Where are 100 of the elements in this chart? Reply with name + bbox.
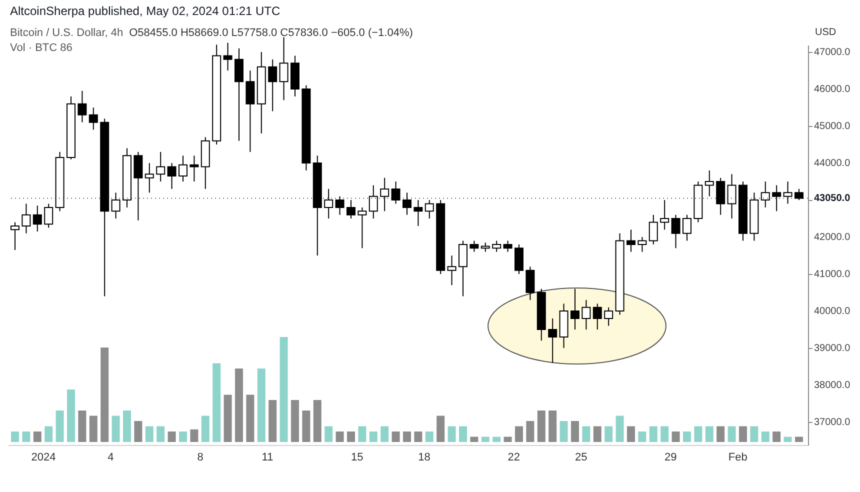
candlestick [660,200,670,230]
bar [682,432,691,442]
x-tick-label: 25 [574,452,588,464]
bar [504,436,512,442]
candlestick [32,205,42,232]
candlestick [638,236,647,252]
y-tick-label: 40000.0 [814,306,851,318]
candlestick [402,192,412,216]
annotation: Vol · BTC 86 [10,42,72,54]
candlestick [368,184,378,220]
bar [156,426,165,442]
bar [78,410,86,442]
x-tick-label: 18 [418,452,430,464]
bar [638,432,646,442]
candlestick [570,288,580,330]
text: O58455.0 H58669.0 L57758.0 C57836.0 −605.0 (−1.04%) [129,27,413,39]
bar [358,426,366,442]
candlestick [447,255,456,286]
candlestick [167,162,176,190]
bar [604,426,613,442]
x-tick-label: 8 [197,452,204,464]
bar [89,416,98,442]
y-tick-label: 41000.0 [814,269,851,280]
candlestick [335,196,344,216]
bar [425,432,434,442]
candlestick [592,303,602,330]
x-tick-label: 4 [108,452,114,464]
candlestick [10,222,20,250]
candlestick [648,214,658,245]
candlestick [424,200,434,220]
y-tick-label: 45000.0 [814,121,851,132]
candlestick [671,214,680,249]
bar [470,436,478,442]
bar [56,410,64,442]
candlestick [324,188,334,220]
candlestick [111,192,120,220]
candlestick [44,203,54,228]
candlestick [190,155,199,182]
bar [616,416,624,442]
bar [145,426,154,442]
ref-line-label: 43050.0 [814,193,851,204]
bar [257,368,266,442]
bar [22,432,30,442]
bar [794,436,803,442]
candlestick [22,203,31,234]
bar [570,421,579,442]
bar [772,432,781,442]
bar [514,426,523,442]
candlestick [458,240,468,297]
bar [458,426,467,442]
candlestick [783,181,792,204]
bar [290,400,299,442]
x-tick-label: Feb [728,452,748,464]
bar [190,429,198,442]
candlestick [414,200,423,226]
candlestick [391,181,400,204]
candlestick [279,36,288,101]
candlestick [268,58,278,112]
candlestick [144,162,154,194]
bar [178,432,187,442]
bar [280,337,288,442]
bar [560,421,568,442]
bar [448,426,456,442]
candlestick [794,188,804,201]
bar [672,432,680,442]
candlestick [716,177,726,216]
bar [716,426,725,442]
candlestick [626,229,636,252]
y-tick-label: 38000.0 [814,380,851,392]
bar [436,416,445,442]
candlestick [178,155,188,182]
candlestick [156,151,166,182]
bar [246,394,254,442]
candlestick [682,214,692,242]
bar [582,426,590,442]
bar [750,426,758,442]
y-tick-label: 46000.0 [814,84,851,96]
bar [526,421,534,442]
bar [626,426,635,442]
bar [324,426,333,442]
candlestick [223,42,232,72]
candlestick [492,240,502,252]
candlestick [134,151,143,221]
candlestick [78,90,87,123]
bar [402,432,411,442]
chart-title: Bitcoin / U.S. Dollar, 4h [10,27,124,39]
bar [346,432,355,442]
candlestick [772,184,782,212]
x-tick-label: 2024 [31,452,56,464]
x-tick-label: 11 [262,452,274,464]
candlestick [358,206,367,249]
bar [694,426,702,442]
text: AltcoinSherpa published, May 02, 2024 01:21 UTC [10,4,280,18]
y-axis-title: USD [815,27,836,38]
bar [212,363,221,442]
bar [380,426,389,442]
candlestick [480,242,490,252]
candlestick [727,174,736,220]
candlestick [234,48,244,142]
y-tick-label: 39000.0 [814,343,851,354]
